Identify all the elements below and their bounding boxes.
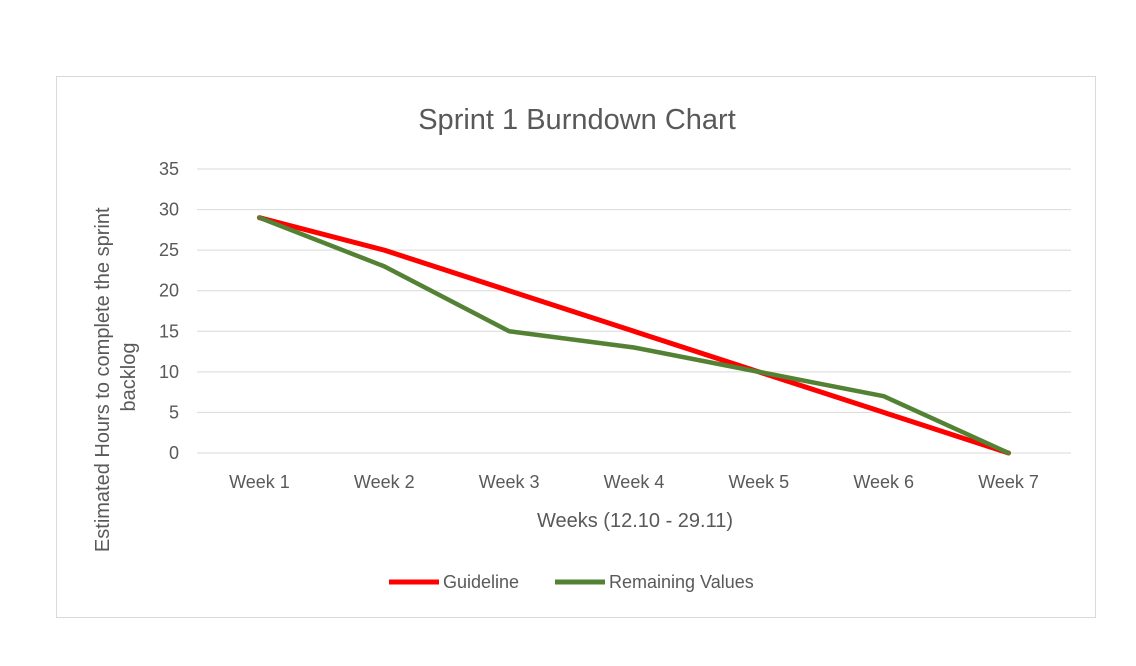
y-tick-label: 5 <box>169 402 179 422</box>
y-tick-label: 20 <box>159 281 179 301</box>
series-line-guideline <box>256 215 1012 456</box>
x-tick-label: Week 7 <box>978 472 1039 492</box>
series-lines <box>256 215 1012 456</box>
x-tick-label: Week 2 <box>354 472 415 492</box>
legend-label: Remaining Values <box>609 572 754 592</box>
legend: Guideline Remaining Values <box>389 572 754 592</box>
legend-label: Guideline <box>443 572 519 592</box>
gridlines <box>197 168 1071 454</box>
x-axis-tick-labels: Week 1 Week 2 Week 3 Week 4 Week 5 Week 6 Week… <box>229 472 1039 492</box>
chart-container: Sprint 1 Burndown Chart Estimated Hours … <box>56 76 1096 618</box>
y-axis-title-line-1: Estimated Hours to complete the sprint <box>92 207 114 552</box>
x-axis-title: Weeks (12.10 - 29.11) <box>537 510 733 532</box>
burndown-chart: Sprint 1 Burndown Chart Estimated Hours … <box>92 104 1071 592</box>
x-tick-label: Week 4 <box>604 472 665 492</box>
y-tick-label: 25 <box>159 240 179 260</box>
x-tick-label: Week 5 <box>729 472 790 492</box>
y-tick-label: 30 <box>159 200 179 220</box>
y-tick-label: 0 <box>169 443 179 463</box>
x-tick-label: Week 3 <box>479 472 540 492</box>
y-tick-label: 15 <box>159 321 179 341</box>
chart-title: Sprint 1 Burndown Chart <box>418 104 736 136</box>
y-axis-title: Estimated Hours to complete the sprint b… <box>92 202 140 552</box>
y-tick-label: 35 <box>159 159 179 179</box>
y-axis-tick-labels: 0 5 10 15 20 25 30 35 <box>159 159 179 463</box>
x-tick-label: Week 1 <box>229 472 290 492</box>
x-tick-label: Week 6 <box>853 472 914 492</box>
y-tick-label: 10 <box>159 362 179 382</box>
y-axis-title-line-2: backlog <box>118 343 140 412</box>
